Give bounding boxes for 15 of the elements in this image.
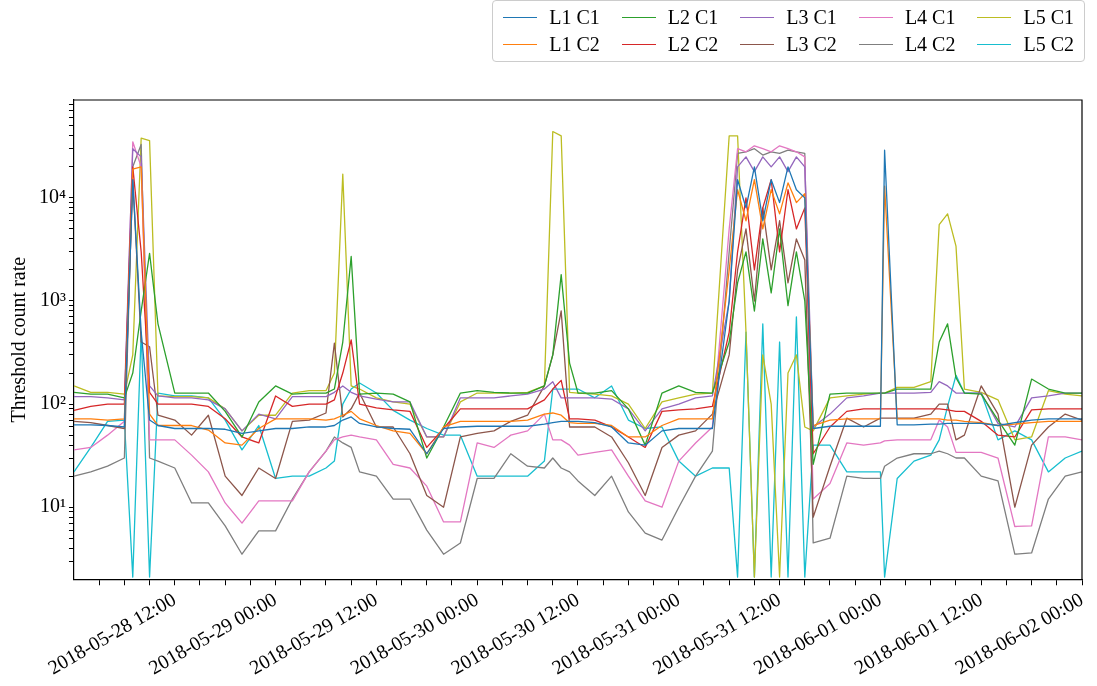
y-tick-label: 10³ — [39, 288, 66, 311]
legend-label: L1 C2 — [549, 33, 600, 56]
legend-label: L3 C1 — [786, 6, 837, 29]
legend-label: L2 C2 — [667, 33, 719, 56]
legend-label: L3 C2 — [786, 33, 837, 56]
legend-label: L5 C2 — [1023, 33, 1074, 56]
legend-label: L2 C1 — [667, 6, 719, 29]
legend-label: L4 C2 — [904, 33, 956, 56]
y-axis-title: Threshold count rate — [7, 256, 30, 423]
legend-label: L1 C1 — [549, 6, 600, 29]
y-tick-label: 10¹ — [39, 494, 66, 517]
y-tick-label: 10² — [39, 391, 66, 414]
y-tick-label: 10⁴ — [38, 185, 66, 208]
legend-label: L5 C1 — [1023, 6, 1074, 29]
legend-label: L4 C1 — [904, 6, 956, 29]
